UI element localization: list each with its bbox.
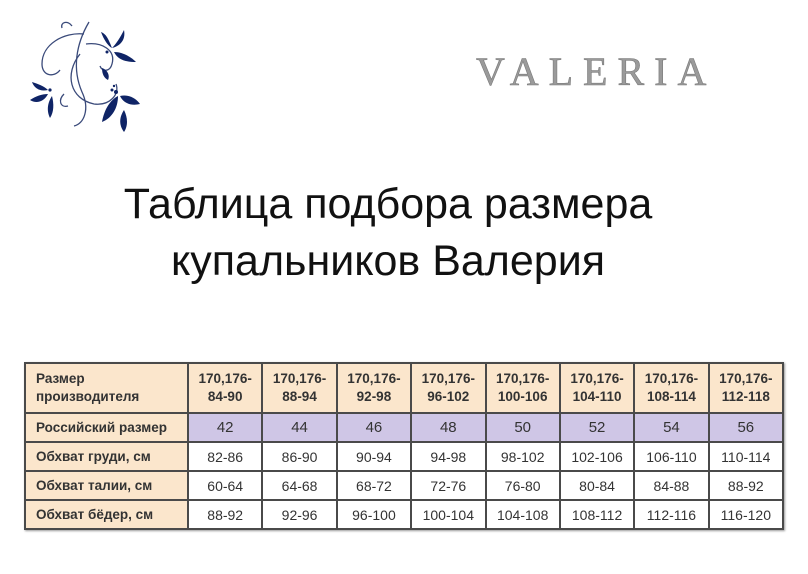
size-line: 108-114 [647,389,696,404]
value-cell: 68-72 [335,470,413,501]
value-cell: 84-88 [633,470,710,501]
value-cell: 100-104 [410,499,487,530]
size-line: 92-98 [356,389,392,404]
table-header-row: Размер производителя 170,176- 84-90 170,17… [24,362,785,414]
size-line: 170,176- [421,371,475,386]
value-cell: 80-84 [558,470,636,501]
row-label: Обхват груди, см [24,441,189,472]
value-cell: 50 [484,412,561,443]
value-cell: 108-112 [558,499,636,530]
value-cell: 110-114 [707,441,785,472]
value-cell: 88-92 [707,470,785,501]
floral-ornament-logo [30,21,140,132]
size-line: 96-102 [427,389,470,404]
title-line-1: Таблица подбора размера [123,180,653,228]
valeria-brand-logo: VALERIA [476,49,717,94]
manufacturer-size-cell: 170,176- 104-110 [558,362,636,414]
value-cell: 56 [707,412,785,443]
size-line: 88-94 [282,389,317,404]
value-cell: 96-100 [335,499,413,530]
value-cell: 48 [410,412,487,443]
size-line: 170,176- [570,371,624,386]
manufacturer-size-cell: 170,176- 100-106 [484,362,561,414]
measurement-row: Обхват груди, см 82-86 86-90 90-94 94-98 98-1… [24,441,785,472]
russian-size-row: Российский размер 42 44 46 48 50 52 54 56 [24,412,785,443]
size-line: 84-90 [207,389,243,404]
manufacturer-size-cell: 170,176- 88-94 [261,362,338,414]
value-cell: 82-86 [186,441,264,472]
size-line: 112-118 [721,389,770,404]
row-label: Обхват бёдер, см [24,499,189,530]
manufacturer-size-cell: 170,176- 96-102 [410,362,487,414]
value-cell: 52 [558,412,636,443]
value-cell: 88-92 [186,499,264,530]
size-line: 170,176- [272,371,327,386]
size-line: 170,176- [347,371,401,386]
size-line: 170,176- [644,371,699,386]
manufacturer-size-cell: 170,176- 92-98 [335,362,413,414]
value-cell: 106-110 [633,441,710,472]
size-chart-table: Размер производителя 170,176- 84-90 170,17… [24,362,785,530]
manufacturer-size-cell: 170,176- 112-118 [707,362,785,414]
measurement-row: Обхват бёдер, см 88-92 92-96 96-100 100-104 1… [24,499,785,530]
size-line: 104-110 [572,389,622,404]
page-title: Таблица подбора размера купальников Вале… [0,176,776,290]
header-label-cell: Размер производителя [24,362,189,414]
value-cell: 44 [261,412,338,443]
row-label: Обхват талии, см [24,470,189,501]
header-label-line: Размер [36,371,85,386]
manufacturer-size-cell: 170,176- 84-90 [186,362,264,414]
value-cell: 76-80 [484,470,561,501]
value-cell: 116-120 [707,499,785,530]
value-cell: 104-108 [484,499,561,530]
title-line-2: купальников Валерия [170,237,606,285]
value-cell: 102-106 [558,441,636,472]
value-cell: 86-90 [261,441,338,472]
manufacturer-size-cell: 170,176- 108-114 [633,362,710,414]
value-cell: 72-76 [410,470,487,501]
value-cell: 92-96 [261,499,338,530]
value-cell: 42 [186,412,264,443]
value-cell: 54 [633,412,710,443]
size-line: 170,176- [496,371,550,386]
value-cell: 98-102 [484,441,561,472]
value-cell: 94-98 [410,441,487,472]
value-cell: 64-68 [261,470,338,501]
value-cell: 90-94 [335,441,413,472]
value-cell: 112-116 [633,499,710,530]
size-line: 170,176- [198,371,252,386]
measurement-row: Обхват талии, см 60-64 64-68 68-72 72-76 76-8… [24,470,785,501]
row-label: Российский размер [24,412,189,443]
size-line: 100-106 [497,389,548,404]
size-line: 170,176- [719,371,773,386]
value-cell: 60-64 [186,470,264,501]
header-label-line: производителя [36,389,140,404]
value-cell: 46 [335,412,413,443]
